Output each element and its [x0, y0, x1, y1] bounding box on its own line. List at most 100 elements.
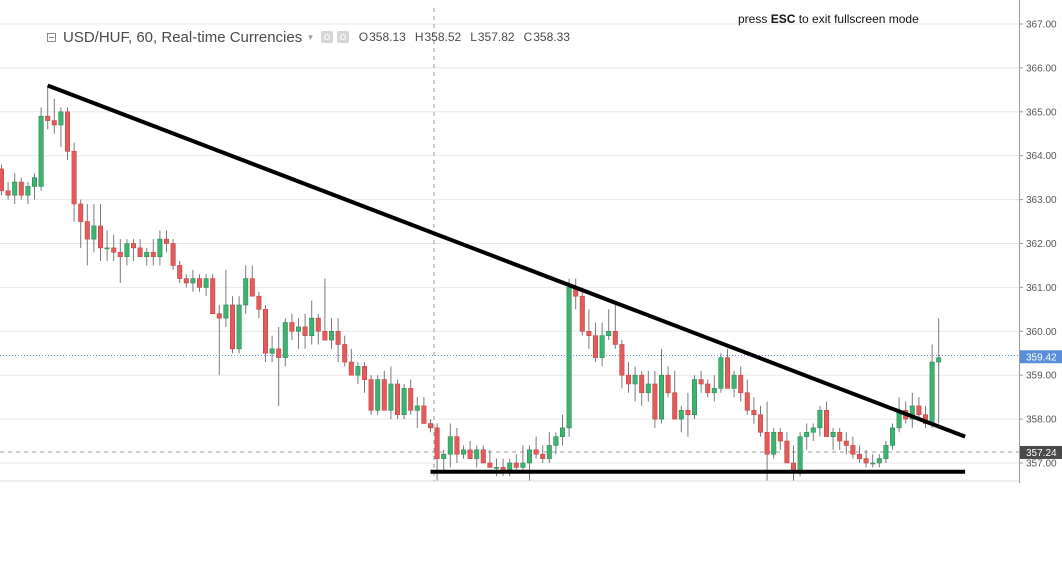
candle-body-up [883, 445, 889, 459]
candle [144, 247, 150, 266]
candle-body-up [144, 251, 150, 257]
last-price-badge: 359.42 [1020, 350, 1062, 364]
candle-body-down [335, 330, 341, 345]
candle-body-down [434, 427, 440, 459]
candle-body-up [559, 427, 565, 437]
candle-body-down [619, 344, 625, 376]
descending-resistance-trendline[interactable] [46, 83, 966, 439]
symbol-title[interactable]: USD/HUF, 60, Real-time Currencies [63, 28, 303, 46]
price-axis-ticks: 367.00 366.00 365.00 364.00 363.00 362.00 361.… [1019, 20, 1057, 470]
candle [870, 454, 876, 468]
candle [322, 278, 328, 341]
candle [467, 441, 473, 459]
candle-body-up [632, 374, 638, 385]
candle [361, 362, 367, 393]
settings-icon[interactable] [336, 31, 349, 43]
candle-body-down [216, 313, 222, 319]
candle-body-down [0, 168, 5, 192]
candle [342, 335, 348, 367]
candle-body-down [65, 111, 71, 152]
candle [38, 107, 44, 191]
candle-body-up [414, 405, 420, 411]
candle-body-up [157, 238, 163, 257]
candle [764, 401, 770, 481]
candle-body-down [394, 383, 400, 416]
candle-body-down [84, 221, 90, 240]
candle [850, 436, 856, 459]
candle-body-up [12, 181, 18, 196]
candle-body-down [117, 251, 123, 257]
candle [164, 230, 170, 253]
candle [606, 309, 612, 341]
candle-body-down [698, 379, 704, 385]
candle [5, 182, 11, 200]
candle [889, 423, 895, 450]
candle-body-down [612, 330, 618, 345]
candle [91, 203, 97, 253]
trendlines[interactable] [46, 83, 966, 474]
candle [447, 423, 453, 468]
candle [579, 287, 585, 336]
candle [98, 203, 104, 262]
candle-body-up [909, 405, 915, 420]
chevron-down-icon[interactable]: ▾ [308, 31, 313, 42]
price-tick-label: 361.00 [1026, 283, 1057, 294]
fullscreen-hint-prefix: press [738, 12, 768, 26]
candle-body-down [276, 348, 282, 358]
candle [513, 454, 519, 472]
candle [65, 107, 71, 161]
candle-body-down [361, 366, 367, 380]
price-badges: 359.42 357.24 [1020, 350, 1062, 459]
candle [25, 182, 31, 204]
candle [526, 445, 532, 481]
candle [652, 370, 658, 428]
candle [269, 335, 275, 363]
fullscreen-hint: press ESC to exit fullscreen mode [738, 12, 919, 26]
candle-body-up [375, 379, 381, 411]
candle-body-up [441, 453, 447, 459]
candle-body-up [31, 177, 37, 187]
candle [751, 397, 757, 424]
candle [738, 366, 744, 402]
candle [665, 366, 671, 398]
candle [295, 318, 301, 349]
candle [0, 164, 5, 196]
candle-body-down [625, 374, 631, 385]
candle-body-up [870, 462, 876, 465]
candle-body-up [474, 449, 480, 459]
candle [223, 269, 229, 327]
candle [876, 454, 882, 468]
candle [586, 309, 592, 349]
candle [131, 239, 137, 262]
candle [817, 405, 823, 437]
ohlc-close: C358.33 [523, 30, 570, 44]
candle [216, 304, 222, 376]
price-tick-label: 362.00 [1026, 239, 1057, 250]
eye-icon[interactable] [320, 31, 333, 43]
candle-body-up [599, 335, 605, 358]
candle [45, 85, 51, 130]
candle-body-down [672, 392, 678, 420]
candle-body-down [850, 445, 856, 455]
candle-body-up [804, 431, 810, 437]
candle [150, 239, 156, 266]
candle [12, 173, 18, 204]
candle [573, 278, 579, 310]
price-axis[interactable]: 367.00 366.00 365.00 364.00 363.00 362.00 361.… [1019, 0, 1062, 483]
candle-body-up [817, 410, 823, 429]
candle [111, 234, 117, 262]
candle [243, 265, 249, 314]
candle-body-down [579, 295, 585, 332]
candle [262, 304, 268, 363]
candle-body-up [282, 322, 288, 358]
candle-body-down [289, 322, 295, 332]
candle-body-down [592, 335, 598, 358]
candle [691, 375, 697, 420]
candle-body-down [368, 379, 374, 411]
candle-body-up [401, 388, 407, 416]
candle-body-down [170, 243, 176, 266]
candle-body-up [295, 326, 301, 332]
candle-body-down [111, 247, 117, 253]
collapse-legend-button[interactable] [47, 32, 56, 42]
